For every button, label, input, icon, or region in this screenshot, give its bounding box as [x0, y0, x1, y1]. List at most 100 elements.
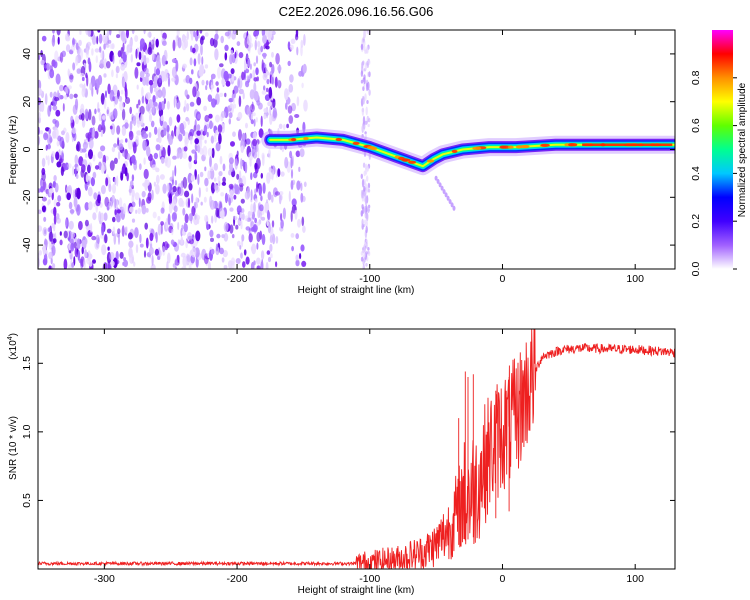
spectrogram-noise-cell [81, 164, 86, 173]
spectrogram-noise-cell [284, 156, 289, 169]
spectrogram-noise-cell [219, 63, 224, 68]
spectrogram-noise-cell [92, 126, 95, 139]
snr-y-scale-base: (x10 [8, 340, 19, 360]
spectrogram-noise-cell [224, 92, 227, 98]
spectrogram-noise-cell [365, 120, 368, 125]
spectrogram-noise-cell [160, 144, 164, 151]
spectrogram-noise-cell [111, 146, 116, 153]
spectrogram-noise-cell [296, 96, 300, 107]
spectrogram-noise-cell [204, 114, 210, 123]
spectrogram-noise-cell [116, 34, 121, 39]
spectrogram-noise-cell [204, 166, 207, 172]
spectrogram-noise-cell [178, 187, 184, 196]
spectrogram-noise-cell [246, 34, 252, 46]
spectrogram-noise-cell [51, 222, 55, 229]
spectrogram-noise-cell [105, 90, 107, 98]
spectrogram-noise-cell [119, 251, 124, 259]
spectrogram-noise-cell [247, 58, 251, 67]
spectrogram-noise-cell [177, 221, 180, 231]
spectrogram-noise-cell [286, 123, 289, 129]
spectrogram-noise-cell [302, 63, 307, 74]
spectrogram-noise-cell [200, 43, 203, 56]
spectrogram-noise-cell [118, 233, 120, 246]
spectrogram-noise-cell [262, 53, 267, 59]
spectrogram-noise-cell [257, 209, 261, 219]
spectrogram-noise-cell [204, 177, 209, 187]
spectrogram-noise-cell [269, 113, 273, 125]
spectrogram-noise-cell [97, 237, 100, 245]
spectrogram-noise-cell [145, 237, 149, 249]
spectrogram-noise-cell [129, 253, 135, 264]
spectrogram-noise-cell [162, 40, 167, 46]
spectrogram-noise-cell [222, 176, 226, 183]
spectrogram-noise-cell [148, 246, 154, 256]
spectrogram-noise-cell [141, 95, 145, 104]
spectrogram-noise-cell [108, 183, 112, 193]
spectrogram-noise-cell [114, 198, 117, 209]
spectrogram-noise-cell [103, 43, 106, 50]
spectrogram-noise-cell [152, 104, 155, 114]
spectrogram-noise-cell [152, 101, 158, 107]
spectrogram-noise-cell [152, 95, 156, 104]
spectrogram-noise-cell [252, 224, 258, 233]
spectrogram-noise-cell [93, 192, 98, 200]
spectrogram-noise-cell [133, 115, 137, 126]
spectrogram-noise-cell [224, 31, 230, 37]
spectrogram-noise-cell [122, 261, 125, 266]
spectrogram-noise-cell [117, 50, 122, 58]
spectrogram-noise-cell [362, 86, 365, 91]
spectrogram-noise-cell [70, 242, 75, 252]
spectrogram-noise-cell [127, 232, 133, 240]
spectrogram-noise-cell [194, 119, 197, 128]
spectrogram-noise-cell [121, 108, 126, 121]
spectrogram-noise-cell [158, 74, 162, 84]
spectrogram-noise-cell [139, 233, 142, 244]
spectrogram-noise-cell [78, 39, 82, 47]
spectrogram-noise-cell [130, 53, 133, 63]
spectrogram-noise-cell [136, 130, 142, 136]
spectrogram-noise-cell [289, 44, 294, 51]
spectrogram-noise-cell [163, 71, 169, 82]
spectrogram-noise-cell [241, 132, 246, 142]
spectrogram-noise-cell [218, 132, 222, 145]
spectrogram-noise-cell [99, 46, 102, 53]
spectrogram-noise-cell [162, 245, 166, 256]
spectrogram-noise-cell [48, 199, 51, 205]
snr-series-line [38, 329, 675, 569]
spectrogram-noise-cell [360, 79, 364, 84]
spectrogram-noise-cell [73, 241, 77, 249]
spectrogram-hot-spot [426, 159, 435, 163]
spectrogram-noise-cell [158, 135, 162, 144]
spectrogram-noise-cell [156, 55, 161, 67]
spectrogram-noise-cell [367, 188, 371, 193]
spectrogram-noise-cell [362, 96, 365, 105]
spectrogram-noise-cell [111, 69, 114, 78]
spectrogram-noise-cell [126, 153, 130, 161]
spectrogram-noise-cell [210, 248, 215, 255]
spectrogram-noise-cell [171, 228, 174, 236]
spectrogram-noise-cell [135, 48, 138, 59]
spectrogram-noise-cell [91, 48, 94, 56]
spectrogram-noise-cell [76, 141, 81, 152]
spectrogram-noise-cell [53, 198, 58, 208]
spectrogram-y-tick-label: -40 [21, 237, 33, 252]
spectrogram-noise-cell [124, 87, 128, 100]
spectrogram-noise-cell [180, 236, 184, 245]
spectrogram-noise-cell [52, 105, 58, 111]
spectrogram-noise-cell [185, 74, 191, 84]
spectrogram-noise-cell [173, 205, 178, 213]
spectrogram-noise-cell [38, 135, 41, 146]
spectrogram-noise-cell [290, 180, 294, 190]
spectrogram-noise-cell [75, 173, 79, 179]
spectrogram-noise-cell [193, 202, 198, 209]
spectrogram-noise-cell [361, 218, 364, 227]
spectrogram-y-tick-label: 40 [21, 48, 33, 60]
spectrogram-noise-cell [197, 53, 201, 65]
spectrogram-noise-cell [241, 234, 245, 242]
spectrogram-noise-cell [69, 209, 75, 214]
spectrogram-noise-cell [45, 144, 48, 151]
spectrogram-noise-cell [155, 144, 161, 151]
spectrogram-noise-cell [196, 96, 202, 106]
spectrogram-noise-cell [254, 162, 258, 170]
